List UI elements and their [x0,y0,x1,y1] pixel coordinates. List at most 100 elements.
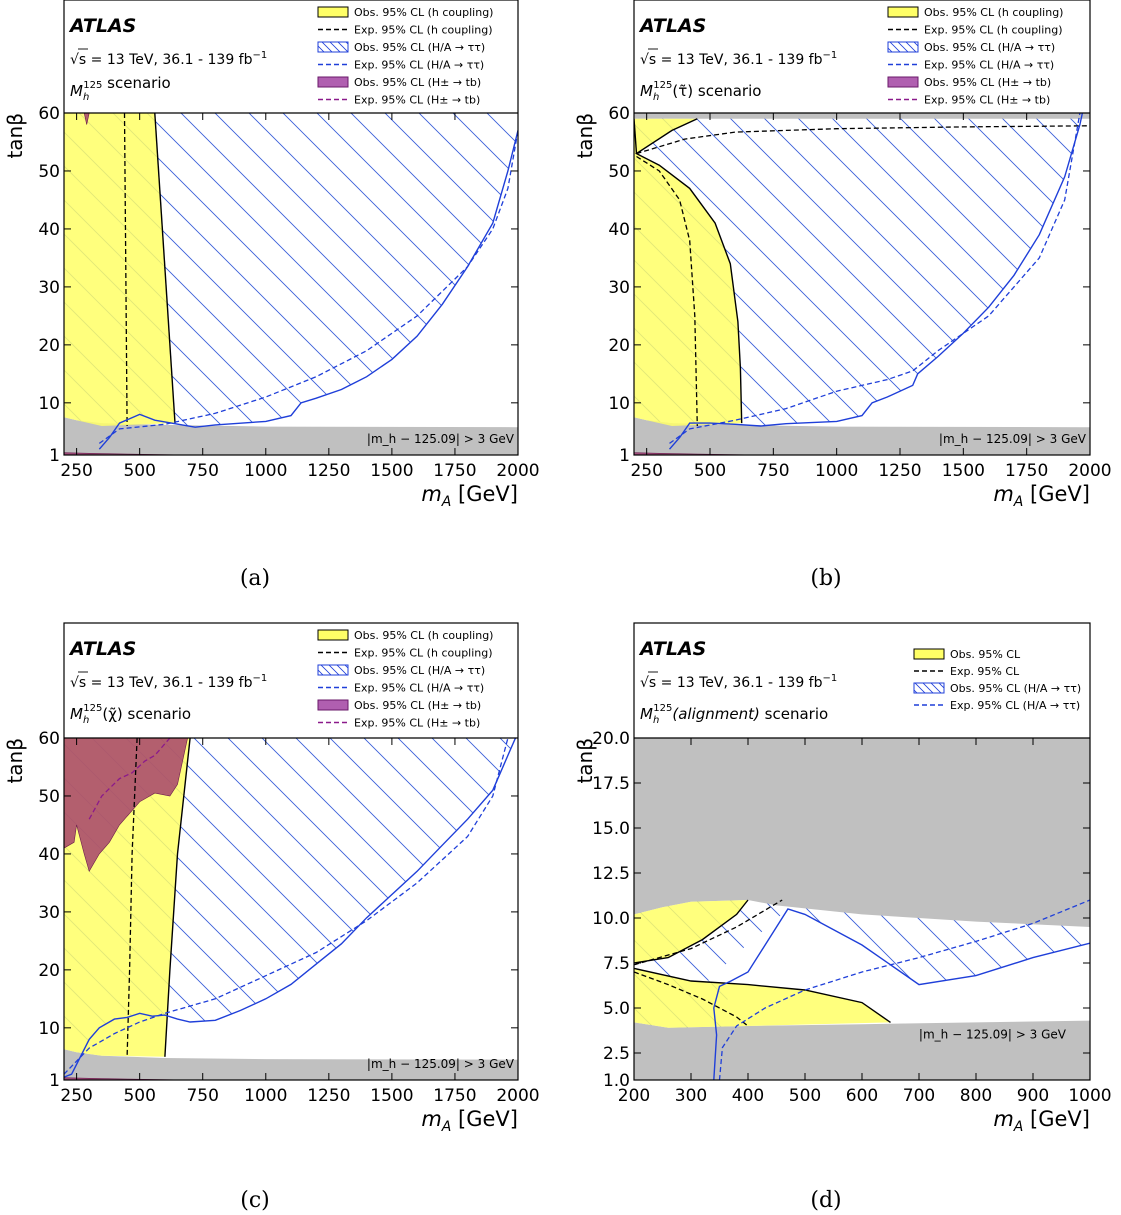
h-coupling-obs-line [634,899,749,964]
x-tick-label: 700 [903,1086,935,1106]
y-tick-label: 10 [608,394,630,414]
legend-label: Exp. 95% CL (H/A → ττ) [950,699,1080,712]
tautau-obs-line [64,738,517,1078]
x-tick-label: 300 [675,1086,707,1106]
legend-entry: Obs. 95% CL (h coupling) [317,629,493,642]
legend-label: Obs. 95% CL (H/A → ττ) [354,664,485,677]
h-coupling-obs-region [64,113,175,426]
plot-area [634,113,1090,455]
experiment-label: ATLAS [638,638,706,660]
legend-entry: Exp. 95% CL [914,665,1020,678]
h-coupling-exp-line [634,971,749,1027]
y-tick-label: 7.5 [603,954,630,974]
legend-label: Exp. 95% CL (H± → tb) [354,717,480,730]
y-tick-label: 50 [608,162,630,182]
plot-area [64,738,518,1080]
x-tick-label: 750 [757,461,789,481]
h-coupling-exp-line [636,125,1090,155]
y-tick-label: 1 [49,446,60,466]
y-tick-label: 20 [38,961,60,981]
y-tick-label: 30 [608,278,630,298]
legend-label: Exp. 95% CL (h coupling) [924,24,1063,37]
mh-excluded-region [634,113,1090,119]
legend-label: Obs. 95% CL (h coupling) [924,6,1063,19]
panel-caption: (a) [240,566,270,591]
x-tick-label: 1000 [815,461,858,481]
plot-area [64,113,518,455]
x-tick-label: 1750 [433,1086,476,1106]
x-tick-label: 500 [694,461,726,481]
mh-excluded-region [634,417,1090,455]
legend-label: Exp. 95% CL (H± → tb) [924,94,1050,107]
x-tick-label: 250 [60,1086,92,1106]
h-coupling-obs-region [634,968,891,1028]
mh-window-label: |m_h − 125.09| > 3 GeV [367,1057,515,1071]
x-tick-label: 1000 [244,1086,287,1106]
x-tick-label: 1750 [1005,461,1048,481]
legend-entry: Obs. 95% CL (H/A → ττ) [317,664,485,677]
legend-label: Exp. 95% CL (H/A → ττ) [354,682,484,695]
legend-entry: Exp. 95% CL (H± → tb) [318,94,480,107]
y-axis-label: tanβ [573,113,597,159]
charged-higgs-obs-region [83,113,90,125]
y-tick-label: 17.5 [592,774,630,794]
legend: Obs. 95% CL (h coupling) Exp. 95% CL (h c… [887,6,1063,107]
h-coupling-obs-region [634,118,742,427]
h-coupling-obs-line [164,738,191,1057]
tautau-obs-line [668,113,1084,450]
legend-swatch [887,41,919,53]
scenario-label: Mh125(τ̃) scenario [640,80,761,103]
tautau-exp-line [64,738,509,1075]
y-tick-label: 60 [38,104,60,124]
y-tick-label: 10 [38,1019,60,1039]
h-coupling-exp-line [123,113,128,427]
panel-d: |m_h − 125.09| > 3 GeV 200 300 400 500 600 700… [573,622,1112,1213]
hatch-region [634,113,1083,455]
legend: Obs. 95% CL Exp. 95% CL Obs. 95% CL (H/A →… [913,648,1081,712]
legend-entry: Exp. 95% CL (H± → tb) [318,717,480,730]
x-tick-label: 250 [60,461,92,481]
legend-entry: Exp. 95% CL (H/A → ττ) [914,699,1080,712]
legend-entry: Obs. 95% CL (H± → tb) [317,76,481,89]
legend-label: Obs. 95% CL (H/A → ττ) [924,41,1055,54]
legend-swatch [317,41,349,53]
charged-higgs-obs-region [64,738,188,873]
x-tick-label: 750 [186,1086,218,1106]
h-coupling-obs-region [634,900,748,963]
legend-entry: Obs. 95% CL [913,648,1021,661]
experiment-label: ATLAS [68,15,136,37]
legend-entry: Obs. 95% CL (H± → tb) [317,699,481,712]
x-tick-label: 1250 [307,461,350,481]
y-tick-label: 10 [38,394,60,414]
panel-caption: (c) [240,1188,270,1213]
hatch-region [64,113,518,455]
legend-label: Obs. 95% CL [950,648,1021,661]
mh-excluded-region [634,1020,1090,1080]
tautau-obs-line [98,130,518,450]
tautau-exp-line [669,113,1081,444]
y-tick-label: 1.0 [603,1071,630,1091]
legend-swatch [913,682,945,694]
legend-entry: Exp. 95% CL (H± → tb) [888,94,1050,107]
panel-caption: (b) [810,566,841,591]
legend-label: Obs. 95% CL (h coupling) [354,629,493,642]
energy-label: √s = 13 TeV, 36.1 - 139 fb−1 [70,50,267,68]
legend-entry: Obs. 95% CL (h coupling) [317,6,493,19]
x-tick-label: 1000 [244,461,287,481]
y-tick-label: 20.0 [592,729,630,749]
legend-swatch [887,76,919,88]
legend-label: Obs. 95% CL (H/A → ττ) [950,682,1081,695]
energy-label: √s = 13 TeV, 36.1 - 139 fb−1 [70,673,267,691]
y-tick-label: 1 [619,446,630,466]
legend-entry: Obs. 95% CL (H/A → ττ) [887,41,1055,54]
scenario-label: Mh125 scenario [70,74,171,103]
legend-swatch [317,6,349,18]
y-tick-label: 5.0 [603,999,630,1019]
y-tick-label: 1 [49,1071,60,1091]
legend-entry: Exp. 95% CL (h coupling) [318,24,493,37]
legend-swatch [887,6,919,18]
scenario-label: Mh125(χ̃) scenario [70,703,191,726]
h-coupling-exp-line [636,155,698,427]
x-tick-label: 500 [789,1086,821,1106]
